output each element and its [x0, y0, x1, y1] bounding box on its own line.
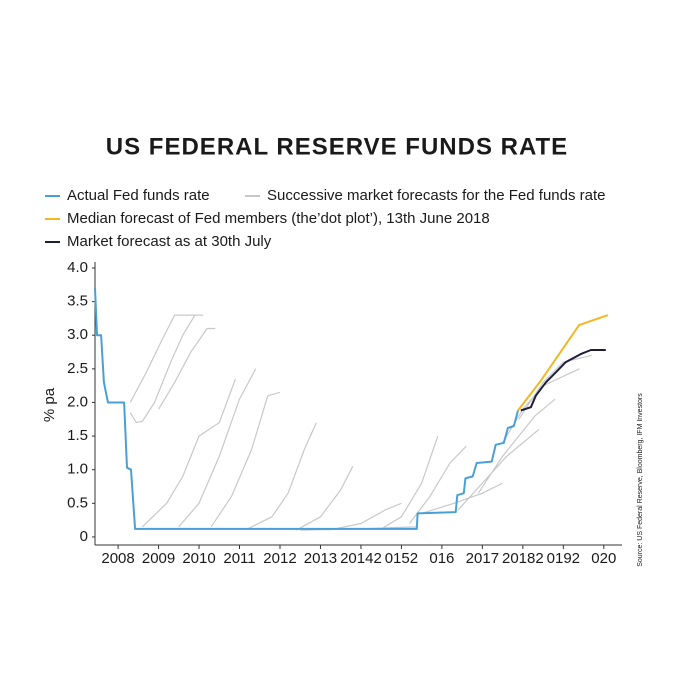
series-line [520, 349, 606, 412]
x-tick-label: 2013 [304, 550, 337, 567]
x-tick-label: 20142 [340, 550, 382, 567]
source-note: Source: US Federal Reserve, Bloomberg, I… [637, 393, 644, 567]
x-tick-label: 0152 [385, 550, 418, 567]
y-tick-label: 0.5 [67, 494, 88, 511]
legend-label: Successive market forecasts for the Fed … [267, 187, 605, 204]
x-tick-label: 20182 [502, 550, 544, 567]
x-tick-label: 2012 [263, 550, 296, 567]
legend-label: Actual Fed funds rate [67, 187, 210, 204]
legend-label: Median forecast of Fed members (the’dot … [67, 210, 490, 227]
series-line [129, 314, 592, 531]
y-tick-label: 2.5 [67, 360, 88, 377]
x-tick-label: 0192 [547, 550, 580, 567]
chart-title: US FEDERAL RESERVE FUNDS RATE [106, 133, 568, 160]
y-tick-label: 3.5 [67, 293, 88, 310]
x-tick-label: 2009 [142, 550, 175, 567]
y-tick-label: 4.0 [67, 259, 88, 276]
y-axis-label: % pa [41, 387, 58, 422]
x-tick-label: 016 [429, 550, 454, 567]
x-tick-label: 2010 [182, 550, 215, 567]
y-tick-label: 1.0 [67, 461, 88, 478]
y-tick-label: 2.0 [67, 393, 88, 410]
x-tick-label: 020 [591, 550, 616, 567]
legend-label: Market forecast as at 30th July [67, 233, 272, 250]
series-line [94, 288, 519, 530]
x-tick-label: 2011 [223, 550, 255, 567]
y-tick-label: 1.5 [67, 427, 88, 444]
x-tick-label: 2008 [101, 550, 134, 567]
series-line [517, 314, 609, 412]
x-tick-label: 2017 [466, 550, 499, 567]
y-tick-label: 3.0 [67, 326, 88, 343]
y-tick-label: 0 [80, 528, 88, 545]
